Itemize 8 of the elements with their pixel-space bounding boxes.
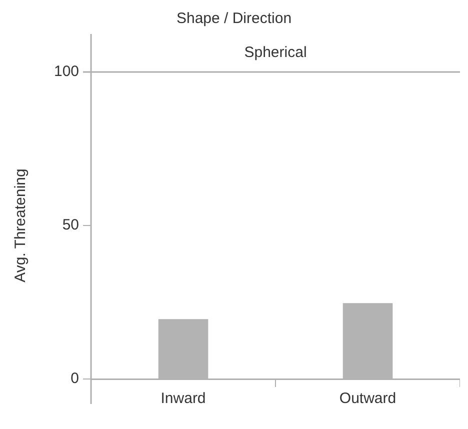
y-tick-label: 100 (54, 63, 80, 80)
x-tick-label: Inward (160, 390, 206, 408)
x-tick-label: Outward (339, 390, 396, 408)
chart-title: Shape / Direction (176, 10, 292, 28)
chart-subtitle: Spherical (244, 44, 307, 62)
y-axis-title: Avg. Threatening (12, 168, 30, 282)
y-tick-label: 50 (62, 216, 80, 234)
y-tick-label: 0 (70, 370, 80, 388)
